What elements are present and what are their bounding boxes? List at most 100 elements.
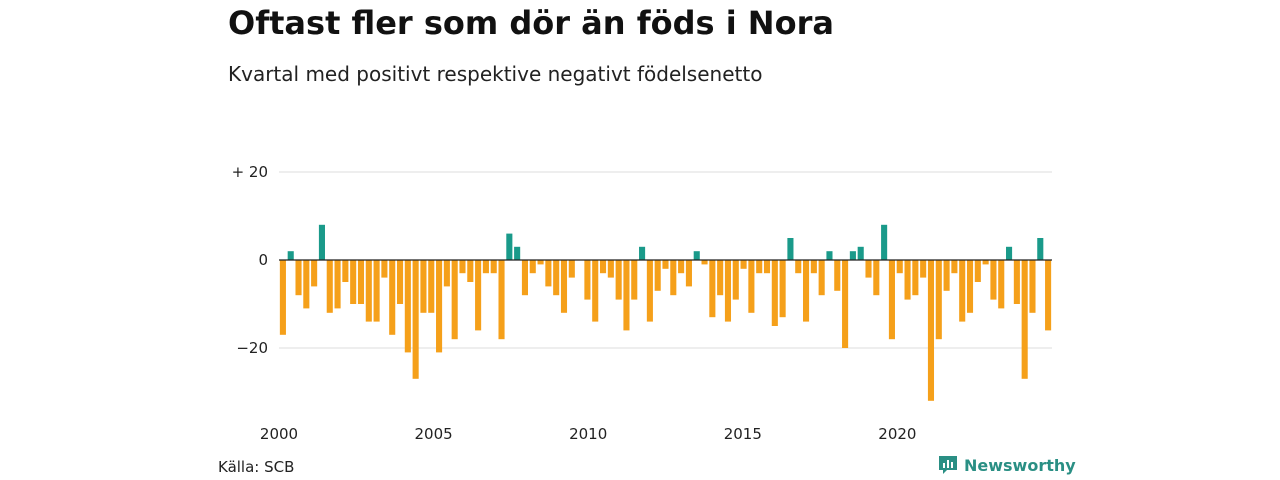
bar-2015-Q2: [756, 260, 763, 274]
bar-2012-Q1: [654, 260, 661, 291]
bar-2014-Q3: [732, 260, 739, 300]
bar-2016-Q2: [787, 238, 794, 260]
bar-2021-Q2: [943, 260, 950, 291]
bar-2006-Q1: [467, 260, 474, 282]
y-tick-label: + 20: [232, 163, 268, 181]
bar-2020-Q4: [927, 260, 935, 401]
bar-2005-Q4: [459, 260, 466, 274]
bar-2003-Q2: [381, 260, 388, 278]
bar-2023-Q4: [1021, 260, 1028, 379]
chart-title: Oftast fler som dör än föds i Nora: [228, 4, 834, 42]
bar-2023-Q3: [1013, 260, 1020, 304]
bar-2002-Q1: [342, 260, 349, 282]
bar-2014-Q1: [717, 260, 724, 296]
brand-name: Newsworthy: [964, 455, 1076, 475]
bar-2018-Q3: [857, 246, 864, 260]
bar-2017-Q4: [834, 260, 841, 291]
bar-2011-Q2: [631, 260, 638, 300]
bar-2022-Q2: [974, 260, 981, 282]
bar-2006-Q3: [482, 260, 489, 274]
bar-2004-Q1: [404, 260, 411, 353]
bar-2001-Q3: [326, 260, 333, 313]
bar-2015-Q1: [748, 260, 755, 313]
bar-2006-Q4: [490, 260, 497, 274]
y-tick-label: −20: [236, 339, 268, 357]
bar-2018-Q1: [842, 260, 849, 348]
bar-2023-Q2: [1006, 246, 1013, 260]
bar-2020-Q2: [912, 260, 919, 296]
bar-2007-Q2: [506, 233, 513, 260]
bar-2024-Q1: [1029, 260, 1036, 313]
bar-2019-Q2: [881, 224, 888, 260]
bar-2021-Q4: [959, 260, 966, 322]
bar-2000-Q1: [279, 260, 286, 335]
x-tick-label: 2010: [569, 425, 607, 443]
bar-2018-Q2: [849, 251, 856, 260]
bar-2009-Q1: [560, 260, 568, 313]
bar-2010-Q4: [615, 260, 622, 300]
bar-2005-Q2: [443, 260, 450, 287]
bar-2024-Q3: [1045, 260, 1052, 331]
bar-2016-Q3: [795, 260, 802, 274]
bar-2008-Q2: [537, 260, 544, 265]
bar-2000-Q4: [303, 260, 310, 309]
bar-2001-Q4: [334, 260, 341, 309]
x-tick-label: 2020: [878, 425, 916, 443]
bar-2017-Q1: [810, 260, 817, 274]
bar-2011-Q4: [646, 260, 653, 322]
bar-2014-Q2: [724, 260, 732, 322]
bar-2010-Q1: [592, 260, 599, 322]
bar-2020-Q3: [920, 260, 927, 278]
bar-2000-Q3: [295, 260, 302, 296]
bar-2005-Q3: [451, 260, 458, 340]
bar-2019-Q4: [896, 260, 903, 274]
bar-2007-Q1: [498, 260, 505, 340]
bar-2004-Q4: [428, 260, 435, 313]
bar-2012-Q2: [662, 260, 669, 269]
bar-2008-Q1: [529, 260, 536, 274]
bar-2002-Q2: [350, 260, 357, 304]
bar-2022-Q3: [982, 260, 989, 265]
bar-2013-Q2: [693, 251, 700, 260]
bar-2003-Q1: [373, 260, 380, 322]
bar-2024-Q2: [1037, 238, 1044, 260]
bar-2011-Q3: [639, 246, 646, 260]
y-tick-label: 0: [258, 251, 268, 269]
bar-2004-Q3: [420, 260, 427, 313]
bar-2011-Q1: [623, 260, 630, 331]
bar-2013-Q1: [685, 260, 692, 287]
bar-2009-Q4: [584, 260, 591, 300]
chart-subtitle: Kvartal med positivt respektive negativt…: [228, 62, 763, 86]
bar-2000-Q2: [287, 251, 294, 260]
brand-logo: Newsworthy: [938, 455, 1076, 475]
bar-2022-Q1: [966, 260, 974, 313]
bar-2002-Q3: [357, 260, 365, 304]
bar-2002-Q4: [365, 260, 372, 322]
bar-2021-Q1: [935, 260, 942, 340]
bar-2022-Q4: [990, 260, 997, 300]
bar-2001-Q2: [318, 224, 325, 260]
bar-2010-Q2: [599, 260, 607, 274]
bar-2001-Q1: [311, 260, 318, 287]
bar-2008-Q3: [545, 260, 552, 287]
bar-2016-Q4: [803, 260, 810, 322]
bar-2016-Q1: [779, 260, 786, 318]
bar-2017-Q2: [818, 260, 825, 296]
bar-2013-Q4: [709, 260, 716, 318]
bar-2012-Q4: [678, 260, 685, 274]
bar-2018-Q4: [865, 260, 872, 278]
x-tick-label: 2015: [724, 425, 762, 443]
bar-2023-Q1: [998, 260, 1005, 309]
bar-2019-Q1: [873, 260, 880, 296]
bar-2015-Q4: [771, 260, 778, 326]
bar-2005-Q1: [436, 260, 443, 353]
bar-2003-Q3: [389, 260, 396, 335]
source-note: Källa: SCB: [218, 458, 295, 476]
bar-2009-Q2: [568, 260, 575, 278]
bar-2017-Q3: [826, 251, 833, 260]
bar-2008-Q4: [553, 260, 560, 296]
bar-2004-Q2: [412, 260, 419, 379]
bar-2014-Q4: [740, 260, 747, 269]
bar-2010-Q3: [607, 260, 614, 278]
